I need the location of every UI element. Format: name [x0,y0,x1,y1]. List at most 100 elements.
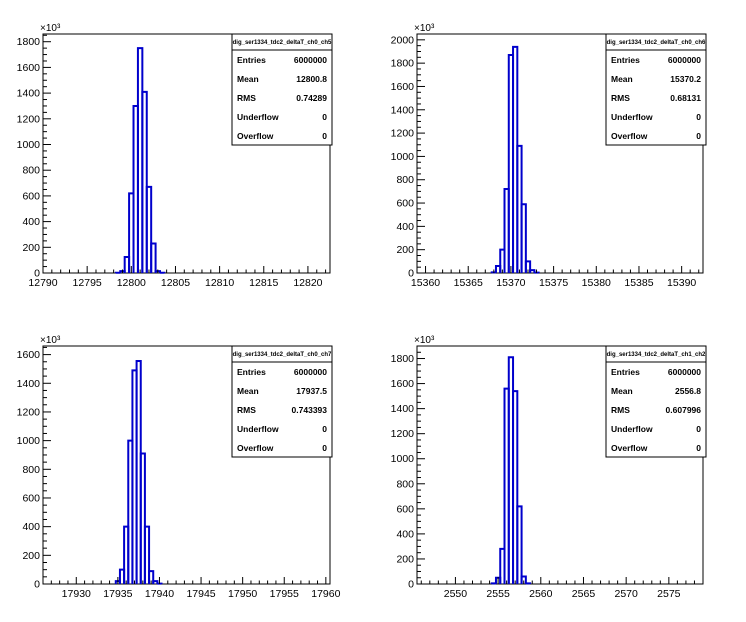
stats-value: 0.74289 [296,93,327,103]
stats-label: Mean [237,74,259,84]
y-tick-label: 400 [22,216,40,228]
y-axis: 0 200 400 600 800 1000 1200 1400 1600 1800 2000 [391,33,425,280]
y-tick-label: 1600 [391,378,415,390]
stats-box: dig_ser1334_tdc2_deltaT_ch0_ch7 Entries 60… [231,345,333,458]
y-tick-label: 1600 [17,62,41,74]
stats-label: RMS [611,405,630,415]
stats-value: 0.743393 [292,405,328,415]
y-tick-label: 1000 [17,435,41,447]
plot-frame [416,33,704,274]
x-tick-label: 17940 [145,588,174,600]
stats-label: Overflow [237,131,274,141]
y-tick-label: 1400 [391,403,415,415]
y-multiplier-label: ×10³ [40,23,61,34]
histogram-panel-4: 2550 2555 2560 2565 2570 2575 0 200 400 600 800 100… [391,335,707,600]
x-tick-label: 2560 [529,588,553,600]
stats-title: dig_ser1334_tdc2_deltaT_ch1_ch2 [607,352,706,358]
stats-value: 0.68131 [670,93,701,103]
y-tick-label: 600 [396,198,414,210]
y-tick-label: 1000 [391,151,415,163]
x-tick-label: 15360 [411,277,440,289]
histogram-series [490,356,532,585]
x-tick-label: 2570 [614,588,638,600]
y-tick-label: 1400 [17,378,41,390]
y-tick-label: 1200 [17,406,41,418]
stats-label: Entries [611,367,640,377]
y-tick-label: 0 [34,579,40,591]
histogram-panel-3: 17930 17935 17940 17945 17950 17955 17960 0 200 4… [17,335,341,600]
x-tick-label: 15370 [496,277,525,289]
y-tick-label: 1400 [17,88,41,100]
stats-label: Underflow [237,112,279,122]
x-tick-label: 15380 [582,277,611,289]
y-multiplier-label: ×10³ [414,335,435,346]
y-tick-label: 200 [22,242,40,254]
y-tick-label: 600 [22,492,40,504]
y-tick-label: 1600 [17,349,41,361]
x-tick-label: 12795 [73,277,102,289]
stats-title: dig_ser1334_tdc2_deltaT_ch0_ch7 [233,352,332,358]
stats-value: 15370.2 [670,74,701,84]
x-tick-label: 17960 [311,588,340,600]
x-tick-label: 12790 [28,277,57,289]
stats-value: 2556.8 [675,386,701,396]
y-tick-label: 1400 [391,104,415,116]
stats-label: Overflow [611,443,648,453]
stats-label: Mean [237,386,259,396]
x-tick-label: 2550 [444,588,468,600]
stats-label: Underflow [611,112,653,122]
stats-label: Mean [611,386,633,396]
x-tick-label: 15390 [667,277,696,289]
stats-label: Underflow [611,424,653,434]
histogram-bin-8 [520,203,527,273]
histogram-bin-8 [143,525,151,584]
stats-box-frame [231,345,333,458]
stats-value: 0 [696,424,701,434]
y-axis: 0 200 400 600 800 1000 1200 1400 1600 [17,346,51,591]
stats-label: Entries [237,55,266,65]
stats-title: dig_ser1334_tdc2_deltaT_ch0_ch5 [233,40,332,46]
stats-value: 0 [322,443,327,453]
y-tick-label: 1800 [391,353,415,365]
histogram-panel-2: 15360 15365 15370 15375 15380 15385 15390 0 200 4… [391,23,707,289]
stats-label: RMS [237,405,256,415]
x-tick-label: 2565 [572,588,596,600]
histogram-bin-6 [512,390,519,584]
stats-label: Overflow [237,443,274,453]
stats-value: 0.607996 [666,405,702,415]
y-tick-label: 0 [408,268,414,280]
stats-value: 6000000 [294,367,327,377]
x-tick-label: 15365 [454,277,483,289]
x-tick-label: 17930 [62,588,91,600]
stats-value: 0 [696,112,701,122]
plot-frame [42,33,331,274]
x-tick-label: 17955 [270,588,299,600]
y-tick-label: 800 [22,464,40,476]
x-tick-label: 15375 [539,277,568,289]
x-axis: 15360 15365 15370 15375 15380 15385 15390 [411,266,700,289]
x-tick-label: 12805 [161,277,190,289]
y-tick-label: 1000 [391,453,415,465]
stats-label: Underflow [237,424,279,434]
stats-value: 0 [696,443,701,453]
x-axis: 17930 17935 17940 17945 17950 17955 17960 [42,577,341,600]
stats-box-frame [231,33,333,146]
stats-box-frame [605,33,707,146]
y-tick-label: 400 [396,528,414,540]
stats-value: 17937.5 [296,386,327,396]
plot-frame [42,345,331,585]
stats-value: 0 [696,131,701,141]
histogram-bin-7 [141,90,148,273]
x-tick-label: 17950 [228,588,257,600]
stats-label: Overflow [611,131,648,141]
stats-label: RMS [611,93,630,103]
stats-value: 0 [322,131,327,141]
y-tick-label: 400 [396,221,414,233]
y-tick-label: 800 [396,174,414,186]
histogram-bin-8 [520,575,527,584]
y-tick-label: 1200 [391,128,415,140]
stats-box-frame [605,345,707,458]
y-tick-label: 600 [22,190,40,202]
y-tick-label: 800 [22,165,40,177]
y-tick-label: 400 [22,521,40,533]
